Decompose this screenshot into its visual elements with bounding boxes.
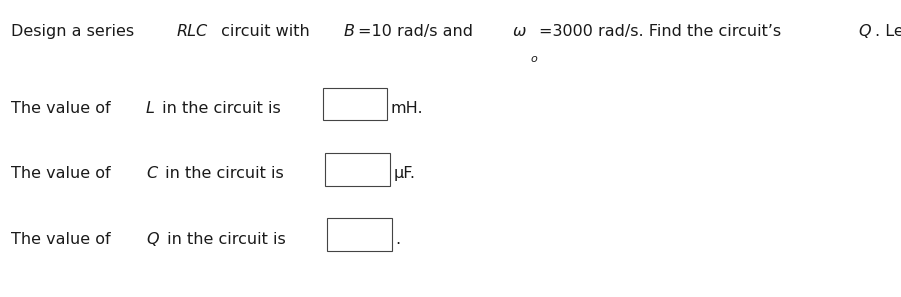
Text: RLC: RLC: [177, 24, 207, 39]
Text: .: .: [396, 232, 401, 247]
Text: C: C: [146, 166, 157, 181]
Text: Q: Q: [146, 232, 159, 247]
Text: . Let: . Let: [875, 24, 901, 39]
Text: B: B: [344, 24, 355, 39]
Text: The value of: The value of: [11, 232, 115, 247]
Text: Design a series: Design a series: [11, 24, 139, 39]
Text: in the circuit is: in the circuit is: [158, 101, 281, 116]
Text: The value of: The value of: [11, 101, 115, 116]
Text: circuit with: circuit with: [216, 24, 315, 39]
Bar: [327, 218, 392, 251]
Text: o: o: [531, 54, 537, 64]
Text: L: L: [146, 101, 155, 116]
Bar: [323, 88, 387, 120]
Text: mH.: mH.: [391, 101, 423, 116]
Bar: [325, 153, 390, 186]
Text: =3000 rad/s. Find the circuit’s: =3000 rad/s. Find the circuit’s: [539, 24, 787, 39]
Text: μF.: μF.: [394, 166, 415, 181]
Text: =10 rad/s and: =10 rad/s and: [359, 24, 478, 39]
Text: in the circuit is: in the circuit is: [162, 232, 286, 247]
Text: The value of: The value of: [11, 166, 115, 181]
Text: in the circuit is: in the circuit is: [160, 166, 284, 181]
Text: ω: ω: [514, 24, 526, 39]
Text: Q: Q: [859, 24, 871, 39]
